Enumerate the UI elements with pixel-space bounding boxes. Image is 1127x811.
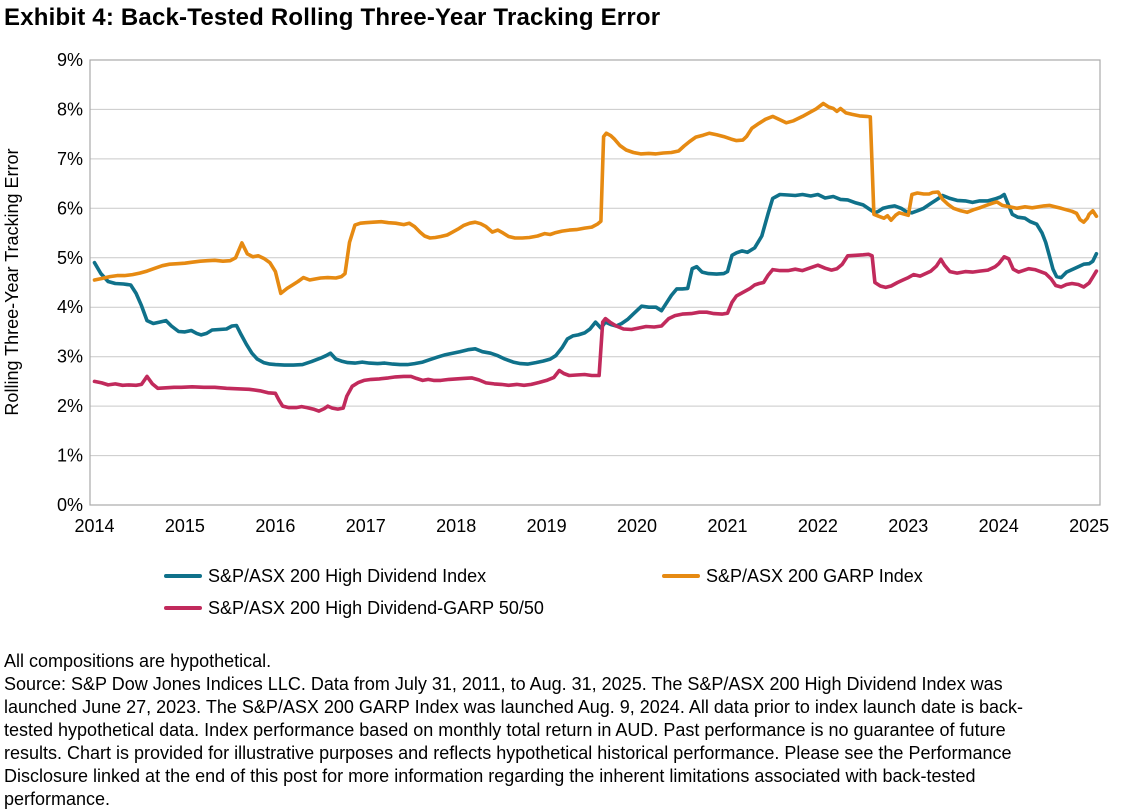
series-line-1 xyxy=(92,101,1099,296)
y-tick-label: 1% xyxy=(57,446,83,466)
chart-title: Exhibit 4: Back-Tested Rolling Three-Yea… xyxy=(4,4,661,31)
legend-item-garp: S&P/ASX 200 GARP Index xyxy=(662,566,923,586)
plot-border xyxy=(89,59,1101,506)
x-tick-label: 2020 xyxy=(617,516,657,536)
footnote-line: tested hypothetical data. Index performa… xyxy=(4,720,1006,740)
y-tick-label: 8% xyxy=(57,99,83,119)
y-tick-label: 7% xyxy=(57,149,83,169)
x-tick-label: 2019 xyxy=(527,516,567,536)
x-tick-label: 2018 xyxy=(436,516,476,536)
y-tick-label: 9% xyxy=(57,50,83,70)
series-line-2 xyxy=(92,252,1099,413)
chart-plot: Rolling Three-Year Tracking Error 0% 1% 2%… xyxy=(2,50,1109,536)
legend-label-50-50: S&P/ASX 200 High Dividend-GARP 50/50 xyxy=(208,597,544,618)
y-tick-label: 5% xyxy=(57,248,83,268)
x-tick-label: 2022 xyxy=(798,516,838,536)
garp-line-swatch xyxy=(662,573,700,579)
x-tick-label: 2025 xyxy=(1069,516,1109,536)
legend-label-garp: S&P/ASX 200 GARP Index xyxy=(706,565,923,586)
footnote-line: Disclosure linked at the end of this pos… xyxy=(4,766,976,786)
y-tick-label: 0% xyxy=(57,495,83,515)
legend-item-50-50: S&P/ASX 200 High Dividend-GARP 50/50 xyxy=(164,598,544,618)
series-line-0 xyxy=(92,192,1099,367)
footnote-line: Source: S&P Dow Jones Indices LLC. Data … xyxy=(4,674,1003,694)
x-tick-label: 2024 xyxy=(979,516,1019,536)
high-dividend-line-swatch xyxy=(164,573,202,579)
legend-label-high-dividend: S&P/ASX 200 High Dividend Index xyxy=(208,565,487,586)
y-tick-label: 6% xyxy=(57,198,83,218)
footnotes: All compositions are hypothetical. Sourc… xyxy=(4,650,1023,811)
legend-item-high-dividend: S&P/ASX 200 High Dividend Index xyxy=(164,566,486,586)
footnote-line: performance. xyxy=(4,789,111,809)
x-tick-label: 2023 xyxy=(888,516,928,536)
y-axis-title: Rolling Three-Year Tracking Error xyxy=(2,148,22,415)
x-tick-label: 2021 xyxy=(707,516,747,536)
high-dividend-garp-50-50-line-swatch xyxy=(164,605,202,611)
x-tick-label: 2015 xyxy=(165,516,205,536)
footnote-line: All compositions are hypothetical. xyxy=(4,651,272,671)
y-tick-label: 4% xyxy=(57,297,83,317)
footnote-line: launched June 27, 2023. The S&P/ASX 200 … xyxy=(4,697,1024,717)
y-tick-label: 2% xyxy=(57,396,83,416)
x-tick-label: 2014 xyxy=(74,516,114,536)
footnote-line: results. Chart is provided for illustrat… xyxy=(4,743,1012,763)
y-tick-label: 3% xyxy=(57,347,83,367)
x-tick-label: 2016 xyxy=(255,516,295,536)
x-tick-label: 2017 xyxy=(346,516,386,536)
